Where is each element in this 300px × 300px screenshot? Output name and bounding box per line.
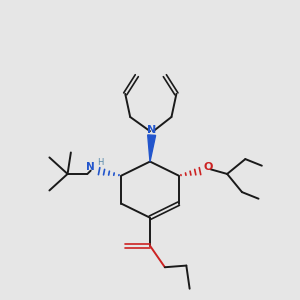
- Polygon shape: [148, 135, 156, 162]
- Text: N: N: [147, 125, 156, 135]
- Text: N: N: [86, 162, 95, 172]
- Text: O: O: [204, 162, 213, 172]
- Text: H: H: [98, 158, 104, 167]
